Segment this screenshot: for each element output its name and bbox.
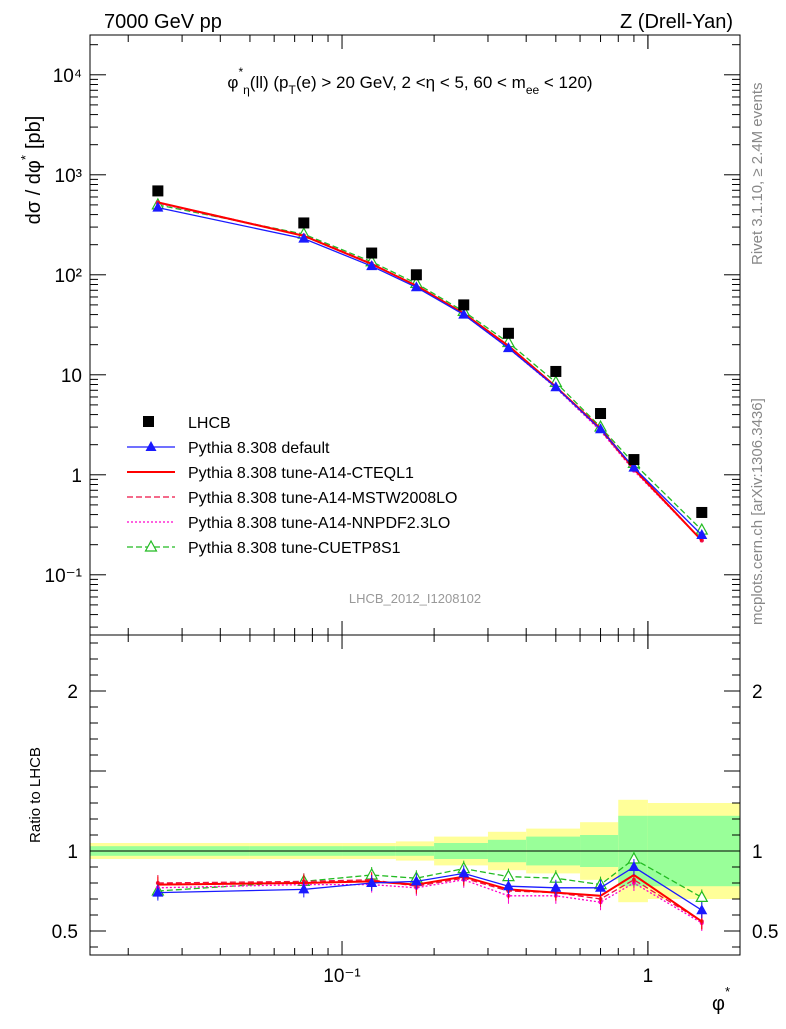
ratio-y-tick-label: 1 [67, 842, 78, 863]
ratio-point-default [458, 867, 470, 878]
ratio-y-tick-label: 0.5 [52, 922, 78, 943]
series-point-default [502, 342, 514, 353]
data-point-lhcb [298, 217, 310, 229]
data-point-lhcb [458, 299, 470, 311]
series-point-default [595, 423, 607, 434]
data-point-lhcb [502, 327, 514, 339]
ratio-y-tick-label-right: 1 [752, 842, 763, 863]
ratio-point-default [595, 881, 607, 892]
ratio-point-default [366, 877, 378, 887]
main-title-eta: η [243, 83, 250, 97]
main-title-phi: φ [227, 73, 238, 92]
y-tick-label: 10 [61, 366, 82, 387]
data-point-lhcb [366, 247, 378, 259]
main-title-p3: < 120) [539, 73, 592, 92]
x-axis-label: φ* [712, 984, 730, 1015]
ratio-y-label: Ratio to LHCB [27, 747, 44, 843]
series-point-default [366, 260, 378, 271]
series-point-default [298, 232, 310, 243]
x-tick-label: 1 [643, 966, 654, 987]
data-point-lhcb [152, 185, 164, 197]
ratio-line-default [157, 866, 703, 911]
legend-label-cuetp8s1: Pythia 8.308 tune-CUETP8S1 [188, 540, 401, 557]
ratio-line-nnpdf [157, 879, 703, 924]
main-plot-area: 10⁻¹ 1 10 10² 10³ 10⁴ [45, 34, 741, 636]
y-tick-label: 10² [55, 266, 82, 287]
series-point-default [550, 381, 562, 392]
series-point-default [152, 201, 164, 212]
ratio-point-default [502, 880, 514, 891]
ratio-point-default [410, 875, 422, 886]
legend: LHCB Pythia 8.308 default Pythia 8.308 tun… [127, 415, 457, 557]
ratio-point-default [550, 881, 562, 892]
series-point-default [410, 281, 422, 292]
y-tick-label: 10³ [55, 166, 82, 187]
y-tick-label: 10⁻¹ [45, 566, 83, 587]
main-title: φ*η(ll) (pT(e) > 20 GeV, 2 <η < 5, 60 < … [227, 65, 592, 97]
ratio-plot-frame [89, 634, 741, 956]
ratio-point-cuetp8s1 [695, 890, 709, 903]
data-point-lhcb [550, 365, 562, 377]
ratio-point-default [152, 886, 164, 897]
main-title-t: T [289, 83, 297, 97]
ratio-line-cuetp8s1 [157, 858, 703, 898]
legend-marker-lhcb [143, 416, 154, 427]
rivet-label: Rivet 3.1.10, ≥ 2.4M events [749, 83, 766, 266]
mcplots-label: mcplots.cern.ch [arXiv:1306.3436] [749, 398, 766, 625]
main-title-p1: (ll) (p [250, 73, 289, 92]
main-title-ee: ee [526, 83, 540, 97]
main-y-label-unit: [pb] [23, 116, 45, 149]
main-y-label-star: * [18, 155, 33, 160]
main-title-p2: (e) > 20 GeV, 2 <η < 5, 60 < m [296, 73, 526, 92]
header-left: 7000 GeV pp [104, 11, 222, 33]
analysis-watermark: LHCB_2012_I1208102 [349, 591, 481, 606]
series-line-cuetp8s1 [157, 204, 703, 531]
main-title-star: * [238, 65, 243, 79]
header-right: Z (Drell-Yan) [620, 11, 733, 33]
series-point-default [696, 529, 708, 539]
series-line-default [157, 206, 703, 536]
main-y-label-main: dσ / dφ [23, 160, 45, 224]
ratio-point-default [628, 861, 640, 871]
series-point-default [628, 461, 640, 472]
ratio-plot-area: 10⁻¹ 1 0.5 0.5 1 1 2 2 [52, 634, 778, 987]
series-point-default [458, 308, 470, 319]
y-tick-label: 1 [71, 466, 82, 487]
legend-marker-default [145, 441, 157, 451]
data-point-lhcb [696, 506, 708, 518]
x-axis-label-star: * [725, 984, 730, 999]
y-tick-label: 10⁴ [53, 66, 82, 87]
ratio-line-cteql1 [157, 873, 703, 923]
legend-marker-cuetp8s1 [144, 539, 158, 552]
ratio-point-default [298, 883, 310, 894]
legend-label-default: Pythia 8.308 default [188, 440, 330, 457]
ratio-point-default [696, 904, 708, 915]
legend-label-mstw: Pythia 8.308 tune-A14-MSTW2008LO [188, 490, 457, 507]
legend-label-lhcb: LHCB [188, 415, 231, 432]
legend-label-nnpdf: Pythia 8.308 tune-A14-NNPDF2.3LO [188, 515, 450, 532]
data-point-lhcb [628, 454, 640, 466]
x-tick-label: 10⁻¹ [323, 966, 361, 987]
data-point-lhcb [410, 269, 422, 281]
main-y-label: dσ / dφ* [pb] [18, 116, 45, 225]
x-axis-label-main: φ [712, 993, 725, 1015]
data-point-lhcb [595, 408, 607, 420]
ratio-y-tick-label-right: 2 [752, 682, 763, 703]
legend-label-cteql1: Pythia 8.308 tune-A14-CTEQL1 [188, 465, 414, 482]
ratio-y-tick-label: 2 [67, 682, 78, 703]
ratio-y-tick-label-right: 0.5 [752, 922, 778, 943]
